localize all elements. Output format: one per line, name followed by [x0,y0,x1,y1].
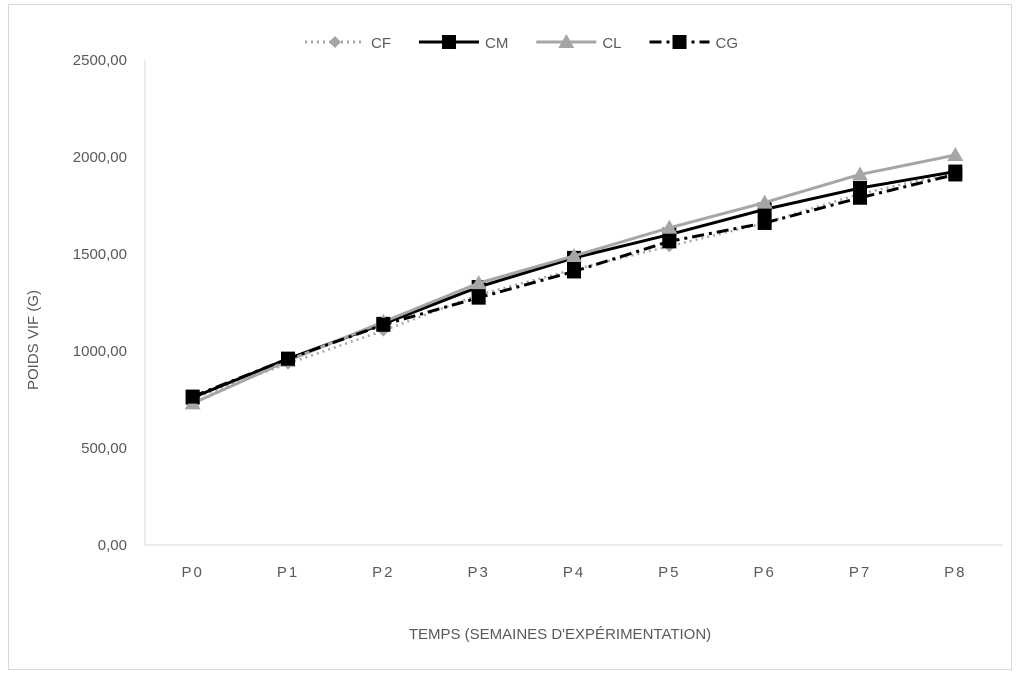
x-tick-label: P3 [467,564,489,581]
data-point [470,275,487,290]
data-point [661,219,678,234]
y-axis-ticks: 0,00 500,00 1000,00 1500,00 2000,00 2500,00 [73,52,127,554]
data-point [757,215,772,230]
series-line [192,173,956,398]
data-point [948,167,963,182]
legend-marker [672,35,687,49]
y-tick-label: 2500,00 [73,52,127,69]
x-tick-label: P1 [277,564,299,581]
data-point [281,351,295,366]
data-point [566,247,582,262]
data-point [185,389,200,404]
chart-frame [8,4,1012,670]
legend-label: CF [371,35,391,52]
legend-marker [442,35,456,49]
x-tick-label: P8 [944,564,966,581]
data-point [947,147,964,162]
x-tick-label: P6 [753,564,775,581]
x-tick-label: P5 [658,564,680,581]
data-point [471,290,486,305]
data-point [662,234,677,249]
plot-area [184,147,964,410]
series-line [192,171,956,400]
y-tick-label: 0,00 [98,537,127,554]
legend-marker [329,36,341,48]
x-tick-label: P7 [849,564,871,581]
x-axis-ticks: P0 P1 P2 P3 P4 P5 P6 P7 P8 [181,564,966,581]
y-axis-title: POIDS VIF (G) [25,290,42,390]
legend-item-cg: CG [649,35,739,52]
legend-item-cl: CL [536,34,622,52]
series-line [192,170,956,399]
legend-label: CL [602,35,621,52]
legend: CF CM CL CG [305,34,738,52]
data-point [852,166,868,181]
data-point [567,264,581,279]
y-tick-label: 1500,00 [73,246,127,263]
series-cg [185,167,963,404]
data-point [756,194,773,209]
y-tick-label: 1000,00 [73,343,127,360]
x-tick-label: P4 [563,564,585,581]
x-tick-label: P2 [372,564,394,581]
y-tick-label: 2000,00 [73,149,127,166]
x-tick-label: P0 [181,564,203,581]
y-tick-label: 500,00 [81,440,127,457]
legend-label: CG [716,35,739,52]
legend-item-cm: CM [419,35,508,52]
data-point [376,317,391,332]
legend-label: CM [485,35,508,52]
legend-item-cf: CF [305,35,391,52]
legend-marker [558,34,575,48]
x-axis-title: TEMPS (SEMAINES D'EXPÉRIMENTATION) [409,626,711,643]
data-point [853,190,867,205]
